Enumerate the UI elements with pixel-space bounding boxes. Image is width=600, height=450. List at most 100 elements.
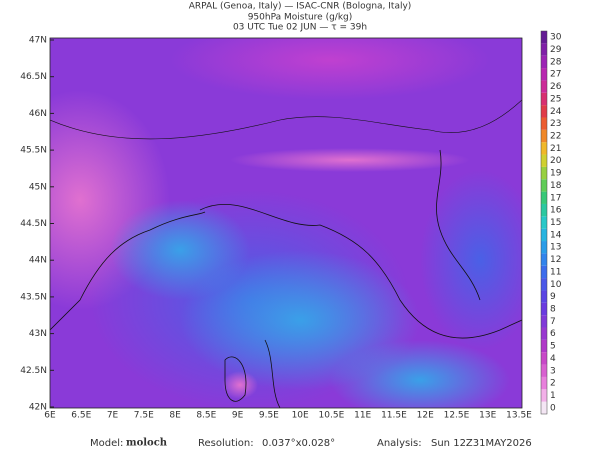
colorbar-cell — [541, 315, 547, 328]
colorbar-cell — [541, 43, 547, 56]
colorbar-cell — [541, 31, 547, 44]
colorbar-label: 17 — [550, 193, 561, 203]
colorbar-cell — [541, 92, 547, 106]
colorbar-label: 23 — [550, 119, 561, 129]
colorbar-cell — [541, 253, 547, 266]
colorbar-label: 10 — [550, 280, 562, 290]
colorbar-label: 13 — [550, 243, 561, 253]
colorbar-cell — [541, 241, 547, 254]
colorbar-cell — [541, 55, 547, 69]
colorbar-cell — [541, 278, 547, 291]
colorbar-label: 18 — [550, 181, 562, 191]
colorbar-label: 30 — [550, 33, 562, 43]
lon-label: 12E — [417, 411, 434, 421]
colorbar-label: 6 — [550, 329, 556, 339]
colorbar-cell — [541, 203, 547, 217]
colorbar-label: 19 — [550, 169, 562, 179]
lon-label: 8.5E — [196, 411, 216, 421]
lon-label: 11.5E — [381, 411, 407, 421]
colorbar-frame — [540, 30, 548, 415]
lon-label: 10.5E — [319, 411, 345, 421]
lat-label: 45N — [29, 182, 47, 192]
footer-label: Model: — [90, 438, 123, 449]
colorbar-cell — [541, 352, 547, 365]
lat-label: 42.5N — [20, 366, 47, 376]
lon-label: 8E — [169, 411, 181, 421]
colorbar-cell — [541, 327, 547, 340]
lon-label: 6.5E — [71, 411, 91, 421]
lat-label: 46.5N — [20, 72, 47, 82]
colorbar-label: 8 — [550, 304, 556, 314]
colorbar-label: 28 — [550, 57, 562, 67]
colorbar-label: 24 — [550, 107, 562, 117]
colorbar-label: 21 — [550, 144, 561, 154]
colorbar-cell — [541, 228, 547, 242]
colorbar-cell — [541, 302, 547, 316]
colorbar-cell — [541, 142, 547, 155]
colorbar-cell — [541, 105, 547, 118]
colorbar-label: 16 — [550, 206, 562, 216]
footer-label: Resolution: — [198, 438, 254, 449]
colorbar-cell — [541, 376, 547, 390]
colorbar-label: 5 — [550, 342, 556, 352]
lat-label: 45.5N — [20, 146, 47, 156]
header-line: 03 UTC Tue 02 JUN — τ = 39h — [233, 23, 367, 33]
colorbar-cell — [541, 364, 547, 377]
colorbar-cell — [541, 401, 547, 414]
lat-label: 43N — [29, 329, 47, 339]
colorbar-label: 0 — [550, 403, 556, 413]
colorbar-cell — [541, 117, 547, 130]
colorbar-label: 14 — [550, 230, 562, 240]
footer-value: Sun 12Z31MAY2026 — [431, 438, 532, 449]
colorbar-label: 27 — [550, 70, 561, 80]
colorbar-cell — [541, 290, 547, 303]
colorbar-label: 9 — [550, 292, 556, 302]
colorbar-label: 22 — [550, 132, 561, 142]
lon-label: 13.5E — [506, 411, 532, 421]
header-line: ARPAL (Genoa, Italy) — ISAC-CNR (Bologna… — [189, 2, 412, 12]
colorbar-cell — [541, 339, 547, 353]
colorbar-cell — [541, 166, 547, 180]
lat-label: 43.5N — [20, 292, 47, 302]
colorbar-cell — [541, 389, 547, 402]
lat-label: 47N — [29, 36, 47, 46]
footer-label: Analysis: — [377, 438, 422, 449]
colorbar-cell — [541, 154, 547, 167]
colorbar-label: 4 — [550, 354, 556, 364]
lon-label: 9.5E — [259, 411, 279, 421]
lon-label: 11E — [354, 411, 371, 421]
colorbar-label: 12 — [550, 255, 561, 265]
colorbar-label: 26 — [550, 82, 562, 92]
lat-label: 46N — [29, 109, 47, 119]
colorbar-label: 25 — [550, 94, 561, 104]
colorbar-label: 15 — [550, 218, 561, 228]
lon-label: 10E — [292, 411, 309, 421]
lon-label: 12.5E — [444, 411, 470, 421]
colorbar-cell — [541, 68, 547, 81]
footer-value: moloch — [126, 438, 168, 449]
colorbar-cell — [541, 265, 547, 279]
lat-label: 44.5N — [20, 219, 47, 229]
lon-label: 7.5E — [134, 411, 154, 421]
lon-label: 9E — [232, 411, 244, 421]
colorbar-cell — [541, 191, 547, 204]
colorbar-cell — [541, 216, 547, 229]
footer-value: 0.037°x0.028° — [262, 438, 335, 449]
colorbar-label: 7 — [550, 317, 556, 327]
colorbar-label: 2 — [550, 379, 556, 389]
lat-label: 42N — [29, 403, 47, 413]
colorbar-cell — [541, 129, 547, 143]
colorbar-cell — [541, 179, 547, 192]
colorbar-label: 20 — [550, 156, 562, 166]
moisture-field — [50, 38, 522, 408]
colorbar-label: 3 — [550, 366, 556, 376]
colorbar-cell — [541, 80, 547, 93]
lon-label: 13E — [479, 411, 496, 421]
colorbar-label: 29 — [550, 45, 562, 55]
lon-label: 6E — [44, 411, 56, 421]
colorbar-label: 1 — [550, 391, 556, 401]
colorbar-label: 11 — [550, 267, 561, 277]
lon-label: 7E — [107, 411, 119, 421]
header-line: 950hPa Moisture (g/kg) — [248, 13, 353, 23]
